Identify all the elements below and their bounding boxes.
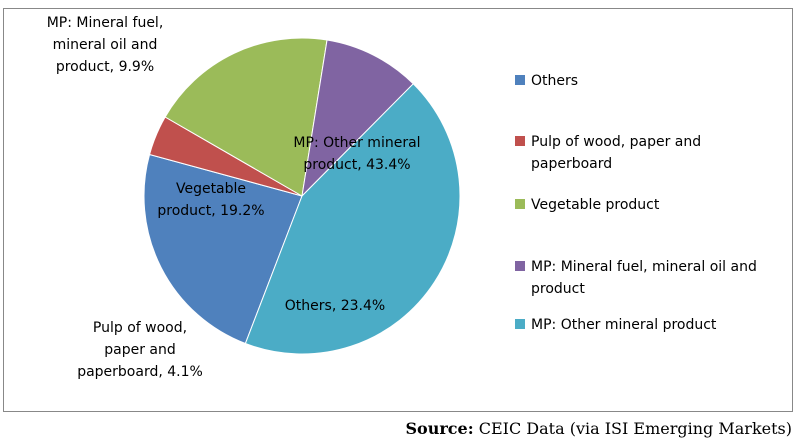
pie-slice-vegetable-product [164, 37, 328, 197]
data-label-pulp-of-wood-paper-and-paperboard: Pulp of wood, paper and paperboard, 4.1% [77, 320, 203, 380]
legend-label: Pulp of wood, paper and paperboard [531, 134, 701, 172]
pie-slice-mp-mineral-fuel-mineral-oil-and-product [301, 39, 414, 198]
legend-item-pulp-of-wood-paper-and-paperboard: Pulp of wood, paper and paperboard [515, 134, 701, 172]
legend-item-mp-other-mineral-product: MP: Other mineral product [515, 317, 717, 333]
data-label-others: Others, 23.4% [285, 298, 385, 314]
data-label-vegetable-product: Vegetable product, 19.2% [157, 181, 264, 219]
legend-swatch [515, 199, 525, 209]
legend-swatch [515, 136, 525, 146]
pie-slice-others [143, 153, 303, 345]
legend-item-others: Others [515, 73, 578, 89]
legend-item-mp-mineral-fuel-mineral-oil-and-product: MP: Mineral fuel, mineral oil and product [515, 259, 757, 297]
chart-frame: Others, 23.4% Pulp of wood, paper and paper… [3, 8, 793, 412]
legend-label: Others [531, 73, 578, 89]
source-text: CEIC Data (via ISI Emerging Markets) [478, 419, 792, 438]
source-label: Source: [405, 419, 474, 438]
legend-label: MP: Mineral fuel, mineral oil and product [531, 259, 757, 297]
data-label-mp-other-mineral-product: MP: Other mineral product, 43.4% [293, 135, 420, 173]
pie-slice-mp-other-mineral-product [244, 83, 461, 355]
legend-label: Vegetable product [531, 197, 660, 213]
legend-swatch [515, 75, 525, 85]
pie-chart: Others, 23.4% Pulp of wood, paper and paper… [47, 15, 757, 380]
legend-item-vegetable-product: Vegetable product [515, 197, 660, 213]
legend-swatch [515, 261, 525, 271]
legend-label: MP: Other mineral product [531, 317, 717, 333]
legend-swatch [515, 319, 525, 329]
source-note: Source: CEIC Data (via ISI Emerging Mark… [406, 419, 793, 438]
cropped-caption [0, 0, 800, 6]
data-label-mp-mineral-fuel-mineral-oil-and-product: MP: Mineral fuel, mineral oil and product,… [47, 15, 164, 75]
